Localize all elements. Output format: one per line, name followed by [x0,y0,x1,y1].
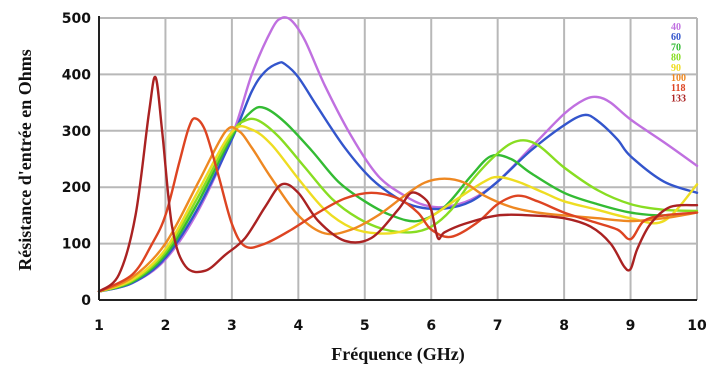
series-line-100 [97,125,699,293]
x-tick-label-5: 6 [426,318,436,334]
series-line-70 [97,105,699,293]
y-tick-label-5: 500 [62,11,91,27]
x-tick-label-2: 3 [227,318,237,334]
legend-entry-40: 40 [671,22,681,33]
legend-entry-70: 70 [671,42,681,53]
y-tick-label-4: 400 [62,67,91,83]
x-tick-label-8: 9 [626,318,636,334]
y-tick-label-0: 0 [81,293,91,309]
tick-labels: 0 100 200 300 400 500 1 2 3 4 5 6 7 8 9 10 [62,11,707,334]
y-tick-label-2: 200 [62,180,91,196]
series-line-40 [97,16,699,293]
legend-entry-60: 60 [671,32,681,43]
legend-entry-80: 80 [671,53,681,64]
x-tick-label-0: 1 [94,318,104,334]
axes [98,16,697,301]
y-axis-title: Résistance d'entrée en Ohms [15,49,35,270]
x-tick-label-4: 5 [360,318,370,334]
series-line-80 [97,117,699,293]
legend-entry-100: 100 [671,73,686,84]
legend-entry-133: 133 [671,93,686,104]
x-tick-label-6: 7 [493,318,503,334]
series-layer [97,16,699,293]
x-tick-label-7: 8 [559,318,569,334]
series-line-90 [97,125,699,293]
legend-entry-90: 90 [671,63,681,74]
x-tick-label-3: 4 [293,318,303,334]
series-line-133 [97,75,699,293]
y-tick-label-1: 100 [62,237,91,253]
series-line-60 [97,61,699,293]
y-tick-label-3: 300 [62,124,91,140]
grid [98,17,698,301]
x-tick-label-9: 10 [687,318,707,334]
series-line-118 [97,117,699,293]
x-axis-title: Fréquence (GHz) [331,344,464,365]
legend-entry-118: 118 [671,83,685,94]
x-tick-label-1: 2 [161,318,171,334]
